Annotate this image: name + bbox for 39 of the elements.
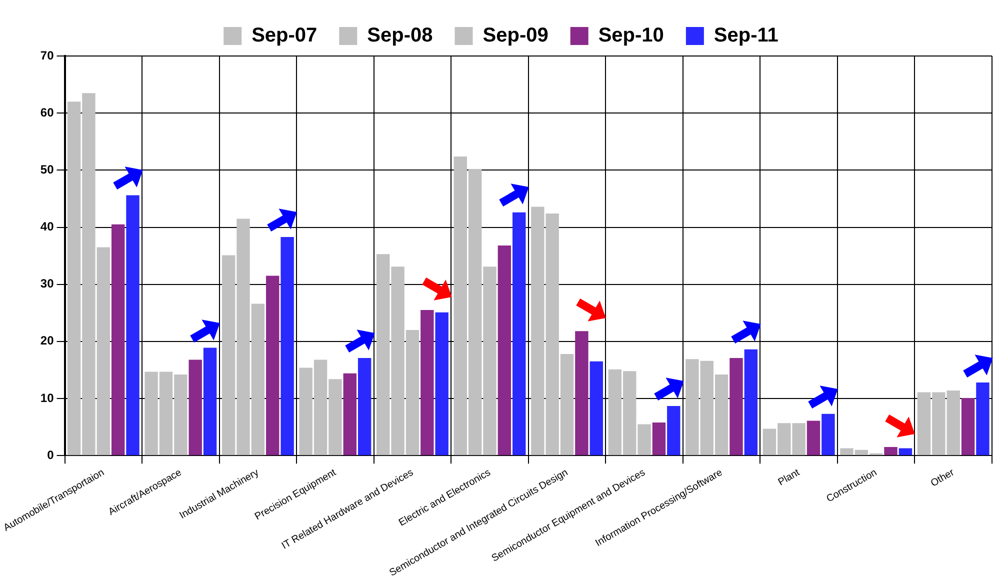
- y-tick-label: 30: [40, 276, 54, 291]
- bar: [744, 349, 758, 456]
- bar: [730, 358, 743, 456]
- bar: [188, 360, 202, 456]
- bar: [126, 195, 140, 456]
- bar: [667, 406, 680, 456]
- bar: [884, 447, 898, 456]
- legend-label: Sep-09: [482, 24, 548, 47]
- bar: [961, 398, 975, 456]
- bar: [203, 348, 217, 456]
- legend-label: Sep-07: [252, 24, 318, 47]
- bar: [512, 212, 526, 456]
- bar: [343, 373, 356, 456]
- bar: [806, 420, 820, 456]
- bar: [652, 422, 666, 456]
- y-tick-label: 40: [40, 220, 54, 234]
- y-tick-label: 20: [40, 334, 54, 348]
- bar: [590, 361, 603, 456]
- legend-label: Sep-08: [367, 24, 433, 47]
- bar: [822, 414, 835, 456]
- bar: [358, 358, 372, 456]
- bar: [435, 312, 448, 456]
- bar: [898, 448, 912, 456]
- bar: [575, 331, 588, 456]
- y-tick-label: 0: [47, 448, 54, 462]
- bar: [280, 236, 294, 456]
- bar: [976, 382, 990, 456]
- legend-label: Sep-10: [598, 24, 664, 47]
- x-tick-label: Other: [929, 466, 957, 490]
- legend-label: Sep-11: [714, 24, 778, 47]
- y-tick-label: 60: [40, 105, 54, 120]
- bar: [420, 310, 434, 456]
- x-tick-label: Plant: [776, 467, 802, 488]
- bar: [498, 246, 512, 456]
- y-tick-label: 10: [40, 390, 54, 405]
- y-tick-label: 70: [40, 48, 54, 62]
- bar: [266, 276, 280, 456]
- y-tick-label: 50: [40, 162, 54, 176]
- bar: [111, 224, 125, 456]
